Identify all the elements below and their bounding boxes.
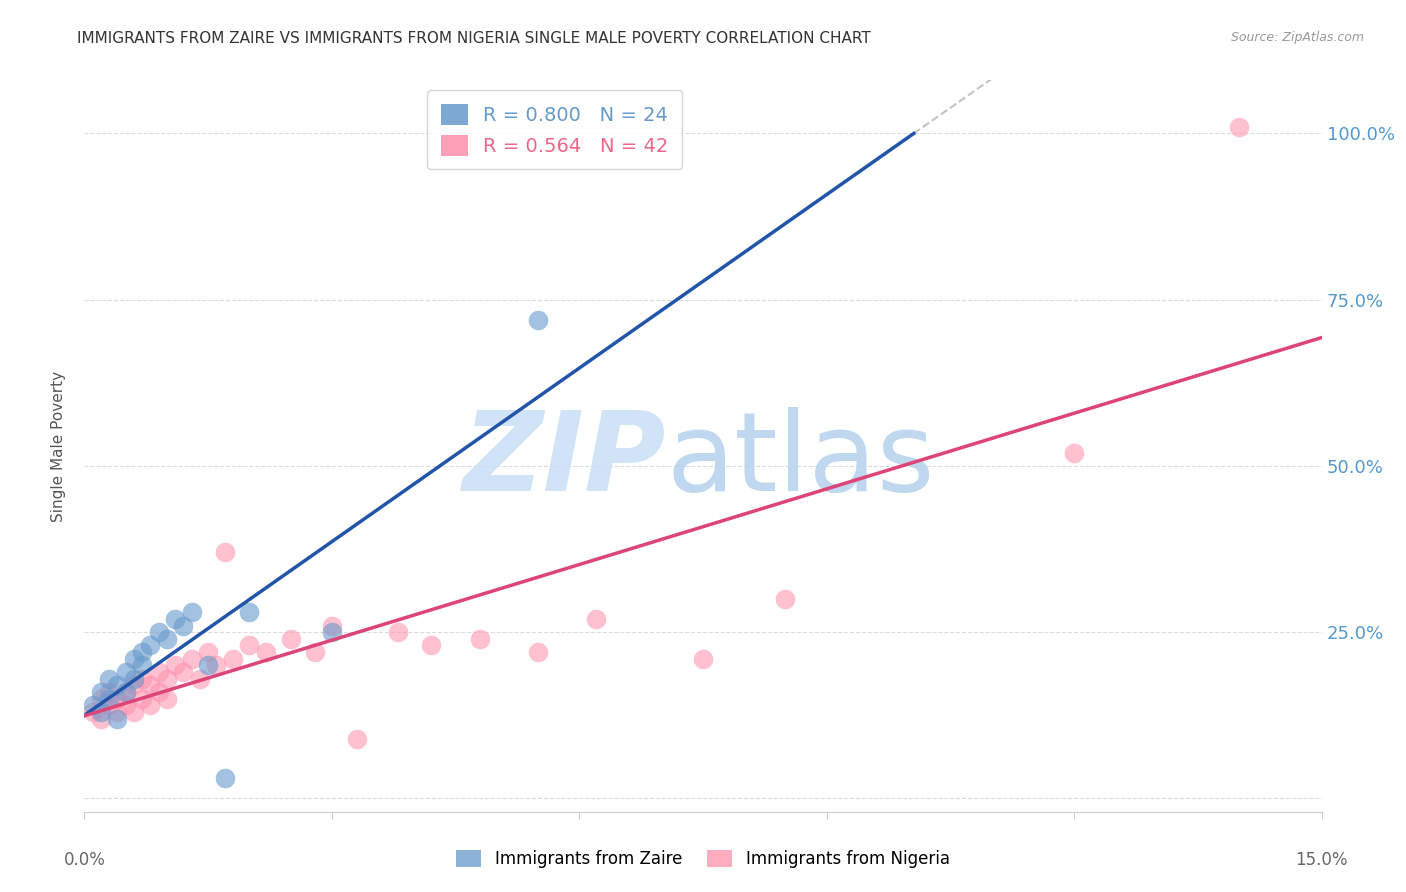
Point <box>197 658 219 673</box>
Point <box>156 691 179 706</box>
Point <box>585 612 607 626</box>
Point <box>90 685 112 699</box>
Point <box>139 639 162 653</box>
Point <box>148 685 170 699</box>
Point <box>148 665 170 679</box>
Point <box>90 691 112 706</box>
Point <box>82 698 104 713</box>
Point <box>139 698 162 713</box>
Point <box>148 625 170 640</box>
Point <box>321 618 343 632</box>
Legend: R = 0.800   N = 24, R = 0.564   N = 42: R = 0.800 N = 24, R = 0.564 N = 42 <box>427 90 682 169</box>
Point <box>131 672 153 686</box>
Point <box>254 645 277 659</box>
Point <box>105 712 128 726</box>
Point <box>122 705 145 719</box>
Point <box>1227 120 1250 134</box>
Point <box>419 639 441 653</box>
Point <box>470 632 492 646</box>
Point <box>304 645 326 659</box>
Point <box>114 665 136 679</box>
Point <box>1063 445 1085 459</box>
Point <box>527 312 550 326</box>
Point <box>214 772 236 786</box>
Point <box>527 645 550 659</box>
Point <box>172 665 194 679</box>
Point <box>139 678 162 692</box>
Point <box>114 698 136 713</box>
Point <box>238 639 260 653</box>
Point <box>82 705 104 719</box>
Point <box>165 658 187 673</box>
Point <box>114 685 136 699</box>
Point <box>197 645 219 659</box>
Point <box>98 685 121 699</box>
Point <box>214 545 236 559</box>
Point <box>156 632 179 646</box>
Point <box>692 652 714 666</box>
Point <box>188 672 211 686</box>
Point <box>131 645 153 659</box>
Text: Source: ZipAtlas.com: Source: ZipAtlas.com <box>1230 31 1364 45</box>
Legend: Immigrants from Zaire, Immigrants from Nigeria: Immigrants from Zaire, Immigrants from N… <box>450 843 956 875</box>
Text: IMMIGRANTS FROM ZAIRE VS IMMIGRANTS FROM NIGERIA SINGLE MALE POVERTY CORRELATION: IMMIGRANTS FROM ZAIRE VS IMMIGRANTS FROM… <box>77 31 872 46</box>
Point <box>114 685 136 699</box>
Point <box>346 731 368 746</box>
Point <box>222 652 245 666</box>
Point <box>122 652 145 666</box>
Point <box>105 678 128 692</box>
Point <box>180 652 202 666</box>
Point <box>98 691 121 706</box>
Text: ZIP: ZIP <box>463 407 666 514</box>
Point <box>205 658 228 673</box>
Point <box>131 691 153 706</box>
Point <box>238 605 260 619</box>
Point <box>105 691 128 706</box>
Point <box>156 672 179 686</box>
Point <box>131 658 153 673</box>
Point <box>122 672 145 686</box>
Point <box>90 705 112 719</box>
Point <box>180 605 202 619</box>
Point <box>775 591 797 606</box>
Point <box>172 618 194 632</box>
Point <box>387 625 409 640</box>
Point <box>280 632 302 646</box>
Text: atlas: atlas <box>666 407 935 514</box>
Point <box>165 612 187 626</box>
Point <box>321 625 343 640</box>
Point <box>105 705 128 719</box>
Point <box>98 672 121 686</box>
Point <box>98 698 121 713</box>
Text: 15.0%: 15.0% <box>1295 851 1348 869</box>
Point <box>90 712 112 726</box>
Y-axis label: Single Male Poverty: Single Male Poverty <box>51 370 66 522</box>
Point <box>122 678 145 692</box>
Text: 0.0%: 0.0% <box>63 851 105 869</box>
